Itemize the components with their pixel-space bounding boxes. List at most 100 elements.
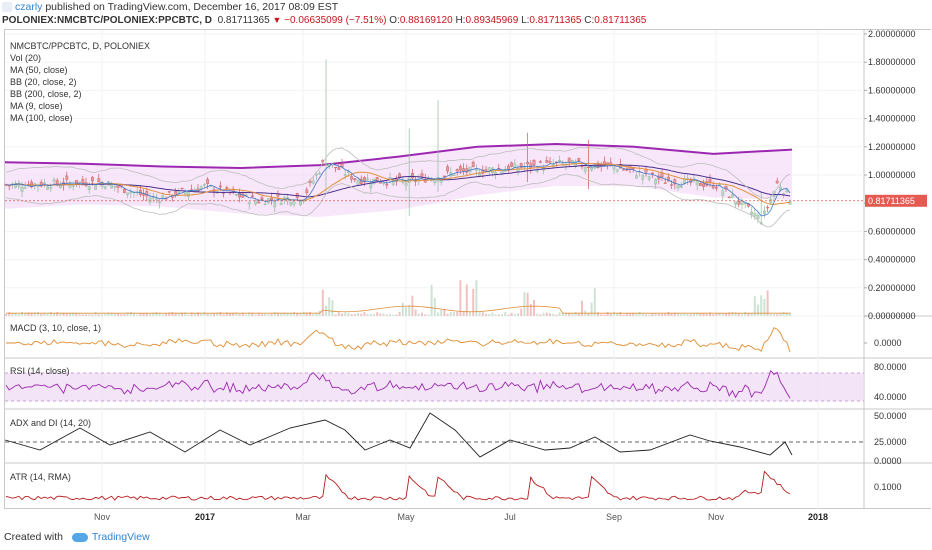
volume-bar — [453, 311, 455, 316]
volume-bar — [65, 313, 68, 316]
volume-bar — [517, 313, 519, 316]
volume-bar — [712, 314, 715, 316]
tradingview-link[interactable]: TradingView — [91, 531, 150, 543]
ohlc-header: POLONIEX:NMCBTC/POLONIEX:PPCBTC, D 0.817… — [2, 14, 932, 27]
price-tick-label: 1.20000000 — [868, 142, 916, 152]
volume-bar — [305, 312, 308, 316]
volume-bar — [683, 313, 686, 316]
candle-body — [711, 185, 715, 189]
candle-body — [699, 183, 702, 186]
volume-bar — [625, 313, 628, 316]
atr-line — [5, 470, 791, 501]
price-tick-label: 0.40000000 — [868, 255, 916, 265]
volume-bar — [209, 313, 212, 316]
volume-bar — [126, 312, 129, 316]
legend-title: NMCBTC/PPCBTC, D, POLONIEX — [10, 41, 151, 51]
volume-bar — [568, 312, 571, 316]
volume-bar — [43, 312, 46, 316]
volume-bar — [385, 314, 388, 316]
candle-body — [350, 176, 353, 180]
volume-bar — [709, 312, 711, 316]
volume-bar — [376, 312, 379, 316]
macd-title: MACD (3, 10, close, 1) — [10, 323, 102, 333]
volume-bar — [657, 313, 660, 316]
candle-body — [363, 177, 366, 183]
volume-bar — [309, 311, 311, 316]
volume-bar — [645, 314, 647, 316]
adx-tick-label: 0.0000 — [874, 456, 902, 466]
last-price-tag — [865, 194, 927, 207]
candle-body — [775, 180, 779, 184]
volume-bar — [485, 314, 487, 316]
bb20-lower-line — [5, 173, 791, 228]
volume-bar — [11, 313, 14, 316]
volume-bar — [85, 314, 87, 316]
volume-bar — [405, 307, 407, 316]
candle-body — [660, 172, 664, 178]
volume-bar — [347, 312, 350, 316]
candle-body — [446, 166, 449, 172]
volume-bar — [155, 311, 158, 316]
open-value: 0.88169120 — [399, 15, 453, 26]
candle-body — [702, 183, 706, 187]
volume-bar — [600, 314, 603, 316]
volume-bar — [152, 312, 155, 316]
volume-bar — [673, 312, 676, 316]
volume-bar — [782, 312, 785, 316]
volume-bar — [449, 311, 452, 316]
volume-bar — [165, 313, 167, 316]
volume-bar — [725, 313, 727, 316]
volume-bar — [494, 314, 497, 316]
volume-bar — [789, 312, 791, 316]
volume-bar — [622, 314, 625, 316]
candle-body — [641, 174, 645, 180]
volume-bar — [699, 313, 702, 316]
volume-bar — [81, 314, 84, 316]
volume-bar — [757, 304, 759, 316]
ma100-line — [5, 164, 791, 198]
volume-bar — [750, 313, 753, 316]
ma50-line — [5, 162, 791, 205]
volume-bar — [536, 313, 539, 316]
candle-body — [622, 169, 626, 171]
open-label: O: — [389, 15, 400, 26]
volume-bar — [37, 311, 39, 316]
chart-frame[interactable] — [4, 29, 931, 509]
candle-body — [532, 159, 536, 165]
candle-body — [673, 179, 677, 185]
candle-body — [615, 169, 619, 172]
author-link[interactable]: czarly — [15, 1, 43, 13]
published-text: published on TradingView.com, December 1… — [45, 1, 339, 13]
atr-title: ATR (14, RMA) — [10, 472, 71, 482]
volume-bar — [107, 312, 110, 316]
candle-body — [87, 186, 91, 191]
volume-bar — [289, 312, 292, 316]
candle-body — [635, 175, 638, 179]
candle-body — [612, 166, 616, 170]
volume-bar — [174, 312, 177, 316]
rsi-title: RSI (14, close) — [10, 366, 70, 376]
candle-body — [20, 186, 24, 192]
candle-body — [631, 167, 635, 170]
candle-body — [718, 184, 722, 186]
candle-body — [308, 180, 312, 183]
volume-bar — [91, 314, 94, 316]
volume-bar — [190, 312, 193, 316]
candle-body — [81, 179, 85, 184]
candle-body — [305, 189, 309, 194]
volume-bar — [145, 312, 148, 316]
volume-bar — [8, 312, 11, 316]
volume-bar — [104, 314, 107, 316]
candle-body — [548, 161, 552, 163]
volume-bar — [523, 292, 526, 316]
volume-bar — [40, 313, 43, 316]
volume-ma-line — [6, 305, 790, 314]
candle-body — [369, 182, 373, 189]
volume-bar — [561, 312, 564, 316]
adx-line — [4, 412, 793, 458]
candle-body — [654, 179, 658, 185]
volume-bar — [69, 312, 71, 316]
footer: Created with TradingView — [4, 528, 150, 546]
volume-bar — [555, 314, 558, 316]
